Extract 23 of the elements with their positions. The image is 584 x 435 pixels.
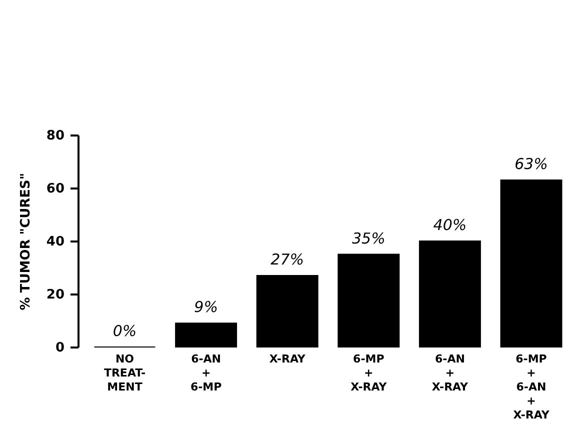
y-tick-label: 20 — [46, 288, 64, 302]
y-tick-label: 60 — [46, 182, 64, 196]
data-label: 63% — [514, 155, 548, 174]
bar — [175, 322, 238, 348]
data-label: 0% — [112, 322, 137, 340]
x-tick-label: 6-AN + 6-MP — [190, 352, 222, 394]
x-tick-label: NO TREAT- MENT — [104, 352, 146, 394]
x-tick-label: 6-MP + 6-AN + X-RAY — [513, 352, 550, 422]
y-tick-label: 0 — [55, 340, 64, 356]
x-tick-label: 6-MP + X-RAY — [350, 352, 388, 394]
bar — [500, 180, 562, 348]
y-tick-label: 80 — [46, 128, 64, 144]
data-label: 40% — [433, 216, 467, 234]
data-label: 27% — [270, 250, 304, 268]
x-tick-label: 6-AN + X-RAY — [432, 352, 470, 394]
y-axis-title: % TUMOR "CURES" — [18, 172, 34, 310]
data-label: 9% — [194, 298, 218, 316]
bar — [256, 274, 318, 348]
x-tick-label: X-RAY — [269, 352, 306, 366]
y-tick-label: 40 — [46, 234, 64, 250]
bar — [418, 240, 481, 348]
data-label: 35% — [352, 229, 386, 248]
bar — [338, 254, 400, 348]
